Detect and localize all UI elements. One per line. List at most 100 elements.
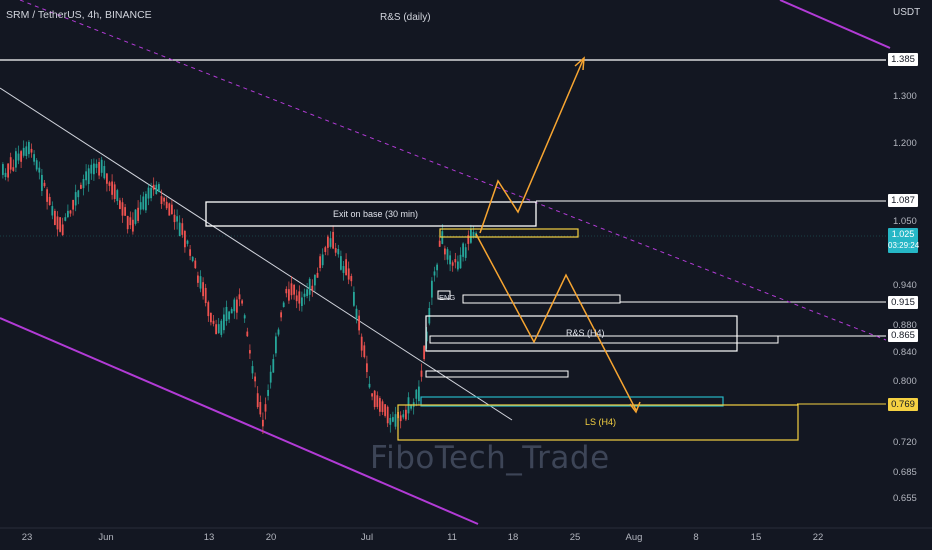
candle-body — [74, 192, 77, 206]
rs-h4-inner-box — [429, 335, 779, 344]
price-tag-ls: 0.769 — [888, 398, 918, 411]
candle-body — [155, 184, 158, 195]
candle-body — [379, 398, 381, 412]
candle-body — [371, 393, 373, 397]
candle-body — [51, 206, 54, 216]
candle-body — [454, 259, 457, 263]
candle-body — [184, 230, 186, 248]
price-tag-top: 1.385 — [888, 53, 918, 66]
y-tick: 0.840 — [893, 347, 917, 358]
candle-body — [345, 259, 347, 276]
currency-unit: USDT — [893, 7, 921, 18]
candle-body — [199, 276, 202, 289]
candle-body — [329, 238, 332, 247]
candle-body — [444, 248, 446, 255]
candle-body — [48, 196, 51, 206]
candle-body — [264, 404, 267, 412]
candle-body — [373, 390, 376, 408]
candle-body — [38, 167, 41, 173]
candle-body — [342, 266, 345, 273]
candle-body — [241, 300, 243, 304]
candle-body — [46, 189, 48, 202]
candle-body — [137, 207, 139, 221]
y-tick: 0.685 — [893, 467, 917, 478]
candle-body — [418, 386, 420, 402]
candle-body — [2, 164, 4, 175]
cyan-box — [420, 396, 724, 407]
candle-body — [459, 254, 462, 269]
channel-mid-dashed — [19, 0, 887, 341]
candle-body — [150, 187, 152, 199]
candle-body — [267, 389, 269, 396]
candle-body — [399, 415, 402, 422]
candle-body — [111, 181, 113, 195]
candle-body — [376, 395, 379, 407]
channel-lower — [0, 317, 479, 525]
candle-body — [35, 160, 38, 170]
candle-body — [56, 216, 59, 230]
x-tick: 15 — [750, 532, 762, 543]
candle-body — [337, 248, 340, 255]
price-tag-mid1: 0.915 — [888, 296, 918, 309]
candle-body — [119, 200, 121, 209]
candle-body — [256, 393, 259, 408]
candle-body — [386, 406, 389, 424]
candle-body — [197, 275, 199, 283]
candle-body — [147, 187, 150, 199]
candle-body — [121, 202, 124, 216]
candle-body — [251, 366, 254, 374]
candle-body — [20, 151, 22, 162]
candle-body — [275, 336, 277, 354]
ls-h4-label: LS (H4) — [585, 417, 617, 427]
price-tag-exit: 1.087 — [888, 194, 918, 207]
candle-body — [77, 190, 80, 198]
exit-zone-box — [205, 201, 537, 227]
candle-body — [355, 308, 358, 319]
trendline — [0, 87, 513, 421]
small-box — [425, 370, 569, 378]
candle-body — [168, 203, 171, 216]
candle-body — [262, 419, 264, 427]
candle-body — [108, 182, 111, 186]
candle-body — [410, 405, 412, 409]
candle-body — [176, 216, 178, 222]
x-tick: 25 — [569, 532, 581, 543]
candle-body — [353, 291, 355, 306]
candle-body — [82, 178, 85, 189]
candle-body — [30, 148, 33, 153]
candle-body — [316, 272, 319, 278]
candle-body — [389, 417, 392, 425]
candle-body — [246, 331, 249, 337]
candle-body — [54, 210, 56, 226]
candle-body — [233, 299, 236, 312]
eng-box — [462, 294, 621, 304]
current-price: 1.025 — [891, 229, 915, 239]
candle-body — [449, 255, 451, 265]
candle-body — [249, 350, 251, 354]
x-tick: Jul — [360, 532, 374, 543]
candle-body — [293, 284, 295, 295]
candle-body — [132, 219, 134, 232]
y-tick: 1.050 — [893, 216, 917, 227]
candle-body — [220, 320, 223, 335]
candle-body — [17, 153, 20, 161]
channel-upper — [779, 0, 891, 49]
candle-body — [280, 312, 282, 318]
candle-body — [238, 294, 241, 300]
candle-body — [420, 370, 423, 377]
candle-body — [384, 404, 386, 416]
candle-body — [405, 409, 407, 420]
candle-body — [87, 168, 90, 185]
candle-body — [254, 376, 256, 382]
candle-body — [134, 209, 137, 224]
candle-body — [204, 287, 207, 304]
candle-body — [202, 282, 204, 297]
projection-up-path — [479, 59, 584, 234]
candle-body — [116, 190, 119, 202]
y-tick: 0.880 — [893, 320, 917, 331]
candle-body — [129, 217, 132, 226]
candle-body — [139, 202, 142, 210]
candle-body — [225, 306, 228, 322]
exit-zone-label: Exit on base (30 min) — [333, 209, 419, 219]
